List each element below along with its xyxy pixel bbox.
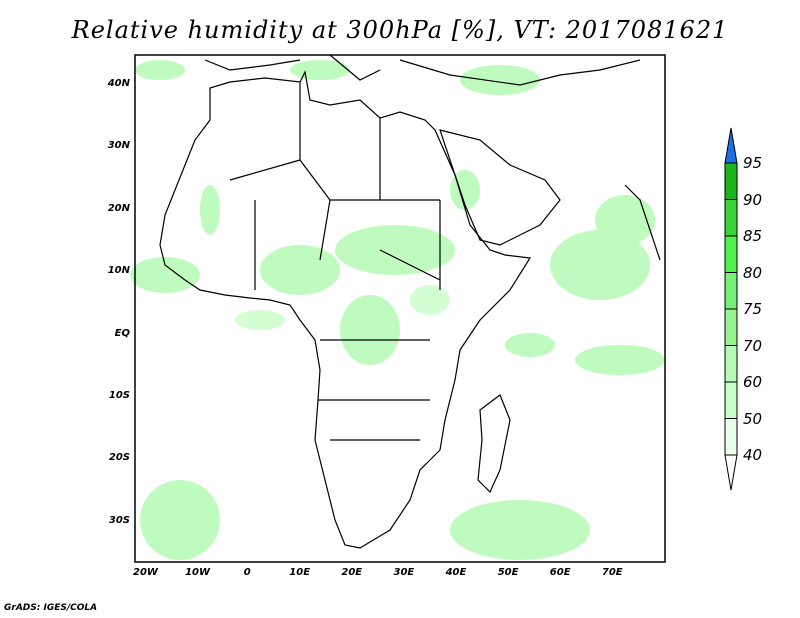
colorbar-label: 85 [743, 227, 763, 245]
colorbar-swatch [724, 381, 738, 419]
lat-label: EQ [114, 327, 130, 339]
lon-label: 20E [341, 567, 363, 578]
lon-label: 40E [445, 567, 467, 578]
humidity-fill [130, 60, 665, 560]
colorbar-label: 60 [743, 373, 763, 391]
colorbar-over-triangle [724, 127, 738, 164]
colorbar-label: 50 [743, 409, 763, 428]
colorbar-swatch [724, 235, 738, 273]
colorbar-label: 70 [743, 336, 763, 355]
lon-label: 10W [185, 567, 211, 578]
lat-label: 20N [107, 202, 130, 214]
colorbar-under-triangle [724, 454, 738, 491]
lon-label: 0 [243, 567, 251, 578]
grads-credit: GrADS: IGES/COLA [4, 603, 98, 613]
map-frame [134, 54, 666, 563]
colorbar-label: 90 [743, 190, 763, 209]
colorbar [724, 127, 738, 491]
colorbar-label: 80 [743, 263, 763, 282]
lon-label: 60E [549, 567, 571, 578]
lat-label: 30S [108, 514, 130, 526]
lon-label: 30E [393, 567, 415, 578]
lon-label: 50E [497, 567, 519, 578]
lat-label: 40N [107, 78, 130, 89]
colorbar-swatch [724, 418, 738, 456]
lon-label: 20W [133, 567, 158, 578]
map-title: Relative humidity at 300hPa [%], VT: 201… [71, 16, 729, 44]
lon-label: 10E [289, 567, 311, 578]
colorbar-label: 40 [743, 446, 763, 464]
colorbar-swatch [724, 199, 738, 237]
lat-label: 30N [107, 140, 130, 152]
lat-label: 10S [108, 390, 130, 401]
lat-label: 10N [107, 265, 130, 277]
colorbar-swatch [724, 162, 738, 200]
lon-label: 70E [601, 567, 623, 578]
colorbar-swatch [724, 345, 738, 383]
coastlines [159, 54, 661, 549]
colorbar-swatch [724, 272, 738, 310]
colorbar-swatch [724, 308, 738, 346]
lat-label: 20S [108, 452, 130, 464]
colorbar-label: 75 [743, 300, 763, 318]
colorbar-label: 95 [743, 154, 763, 172]
